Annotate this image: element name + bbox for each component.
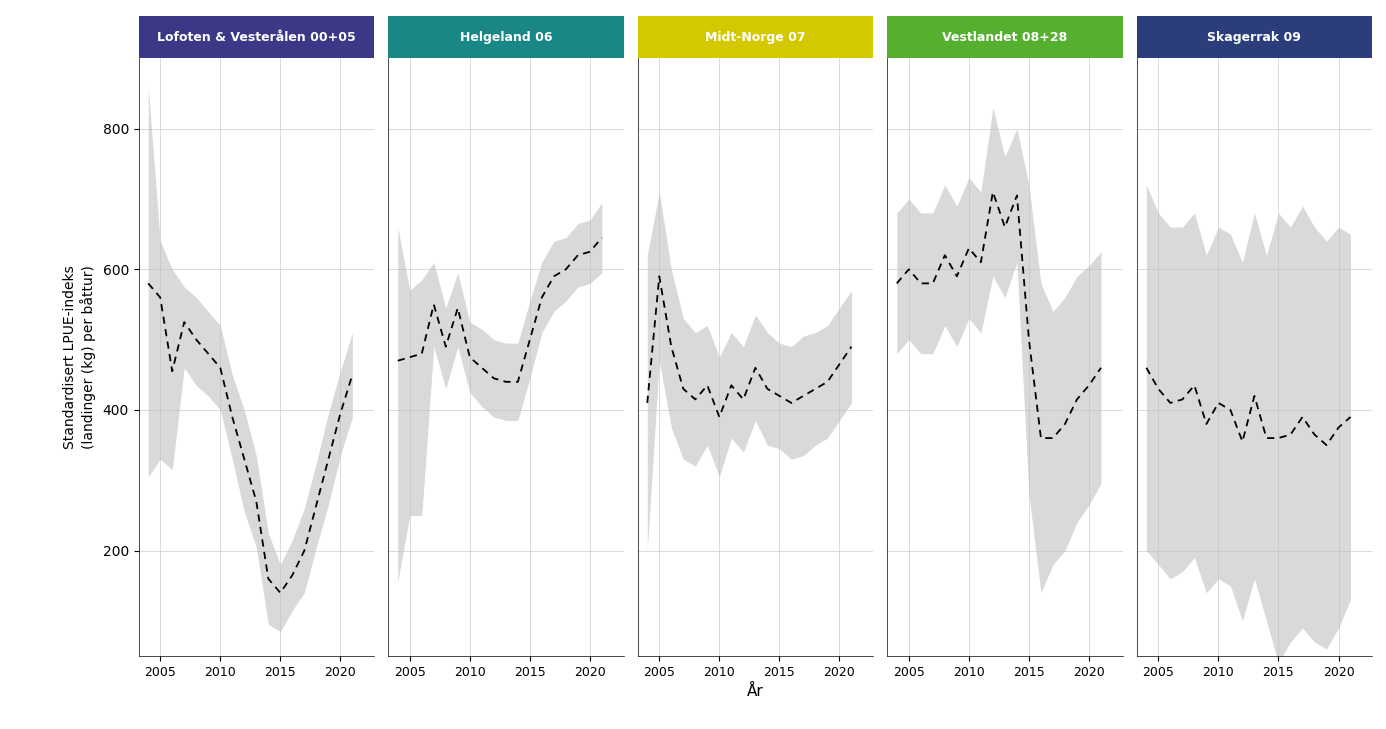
Y-axis label: Standardisert LPUE-indeks
(landinger (kg) per båttur): Standardisert LPUE-indeks (landinger (kg… xyxy=(62,265,96,449)
Bar xyxy=(887,17,1123,58)
Text: Vestlandet 08+28: Vestlandet 08+28 xyxy=(942,31,1067,44)
Bar xyxy=(388,17,624,58)
Text: Lofoten & Vesterålen 00+05: Lofoten & Vesterålen 00+05 xyxy=(157,31,356,44)
X-axis label: År: År xyxy=(747,685,764,699)
Bar xyxy=(139,17,374,58)
Bar xyxy=(1137,17,1372,58)
Text: Midt-Norge 07: Midt-Norge 07 xyxy=(705,31,805,44)
Text: Helgeland 06: Helgeland 06 xyxy=(460,31,552,44)
Text: Skagerrak 09: Skagerrak 09 xyxy=(1207,31,1301,44)
Bar xyxy=(638,17,873,58)
